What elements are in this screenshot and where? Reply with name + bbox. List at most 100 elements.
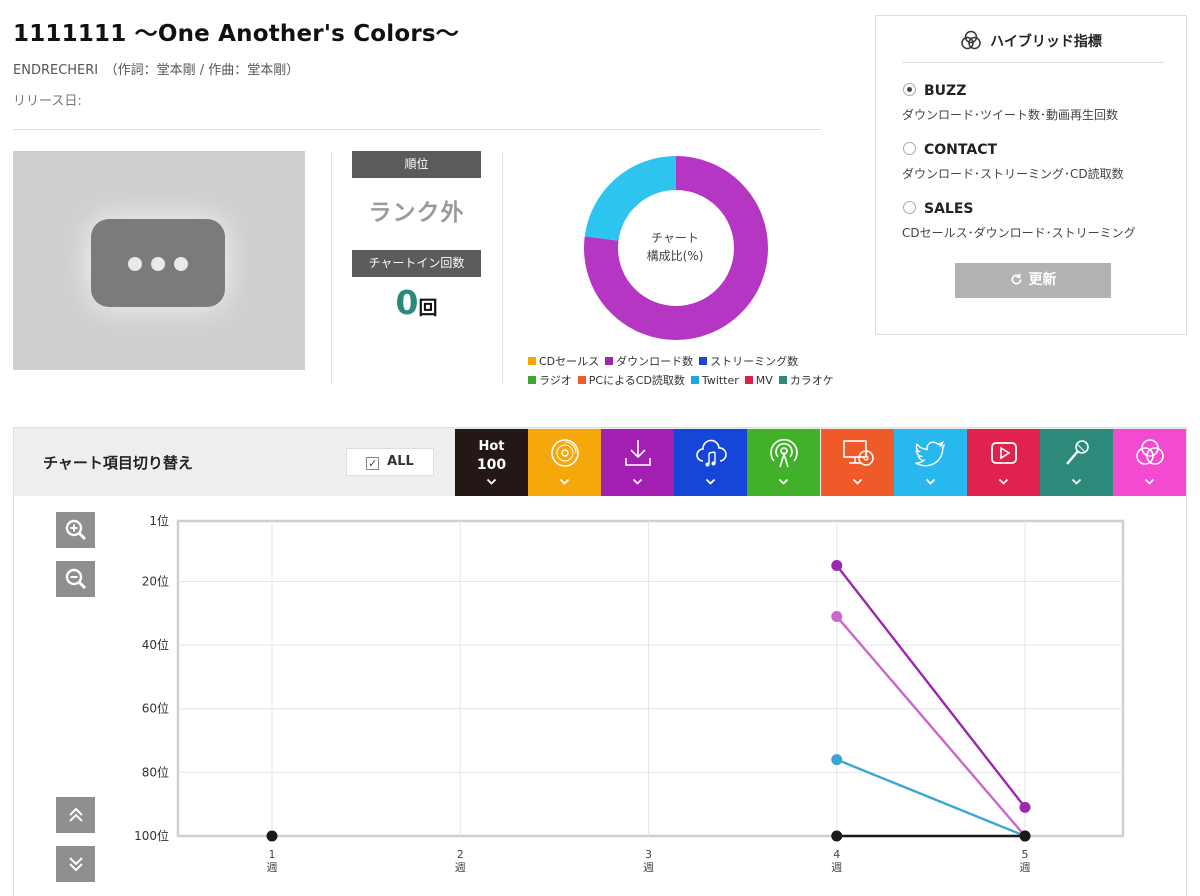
category-button-pc-cd-read[interactable] (820, 429, 894, 496)
legend-item: ダウンロード数 (605, 352, 693, 371)
category-button-streaming[interactable] (674, 429, 748, 496)
hot100-line2: 100 (476, 457, 507, 473)
radio-contact[interactable] (903, 142, 916, 155)
legend-swatch (699, 357, 708, 365)
legend-swatch (744, 376, 753, 384)
checkbox-icon[interactable]: ✓ (366, 457, 380, 470)
option-desc: ダウンロード･ツイート数･動画再生回数 (902, 108, 1119, 122)
venn-icon (961, 30, 981, 50)
option-label: CONTACT (924, 142, 998, 158)
divider (902, 62, 1164, 63)
chevron-down-icon (486, 478, 497, 485)
microphone-icon (1065, 440, 1089, 465)
all-toggle[interactable]: ✓ ALL (346, 448, 434, 476)
donut-slice (584, 156, 768, 340)
option-buzz[interactable]: BUZZ (903, 80, 966, 99)
legend-swatch (605, 357, 614, 365)
download-icon (625, 440, 651, 466)
update-button[interactable]: 更新 (955, 263, 1111, 298)
hybrid-indicator-panel: ハイブリッド指標 BUZZ ダウンロード･ツイート数･動画再生回数 CONTAC… (875, 15, 1187, 335)
data-point[interactable] (1019, 801, 1031, 813)
category-button-cd-sales[interactable] (528, 429, 602, 496)
legend-item: カラオケ (778, 371, 834, 390)
legend-item: Twitter (690, 371, 739, 390)
chart-switch-bar: チャート項目切り替え ✓ ALL Hot 100 (14, 428, 1186, 496)
legend-label: PCによるCD読取数 (588, 374, 685, 387)
zoom-in-button[interactable] (56, 512, 95, 548)
chevron-down-icon (998, 478, 1008, 485)
panel-title-text: ハイブリッド指標 (990, 34, 1102, 50)
chart-in-count-unit: 回 (418, 297, 438, 319)
category-button-hot100[interactable]: Hot 100 (455, 429, 528, 496)
rank-value: ランク外 (368, 200, 465, 226)
series-line (835, 564, 1026, 809)
legend-item: MV (744, 371, 773, 390)
divider (331, 151, 332, 384)
zoom-out-icon (65, 568, 86, 590)
option-contact[interactable]: CONTACT (903, 139, 997, 158)
composition-donut-chart (584, 156, 768, 340)
monitor-disc-icon (842, 440, 874, 466)
chart-in-count-number: 0 (395, 283, 419, 322)
cloud-music-icon (696, 439, 728, 467)
release-date-label: リリース日: (13, 94, 82, 109)
twitter-icon (914, 440, 945, 467)
chart-in-count-header: チャートイン回数 (352, 250, 481, 277)
divider (13, 129, 821, 130)
category-button-karaoke[interactable] (1039, 429, 1113, 496)
legend-label: CDセールス (539, 355, 600, 368)
y-tick-label: 80位 (142, 764, 169, 779)
legend-label: MV (755, 374, 773, 387)
category-button-mv[interactable] (966, 429, 1040, 496)
option-label: SALES (924, 201, 974, 217)
scroll-up-button[interactable] (56, 797, 95, 833)
divider (502, 151, 503, 384)
data-point[interactable] (1019, 830, 1031, 842)
category-button-radio[interactable] (747, 429, 821, 496)
zoom-out-button[interactable] (56, 561, 95, 597)
more-dots-icon (91, 219, 225, 307)
zoom-in-icon (65, 519, 86, 541)
double-chevron-up-icon (68, 807, 83, 822)
chart-area: チャート項目切り替え ✓ ALL Hot 100 1位 20位 40位 6 (13, 427, 1187, 896)
data-point[interactable] (831, 754, 843, 766)
y-tick-label: 20位 (142, 573, 169, 588)
scroll-down-button[interactable] (56, 846, 95, 882)
radio-sales[interactable] (903, 201, 916, 214)
y-tick-label: 100位 (134, 828, 169, 843)
legend-swatch (778, 376, 787, 384)
all-label: ALL (387, 454, 414, 469)
chevron-down-icon (633, 478, 643, 485)
chevron-down-icon (559, 478, 570, 485)
legend-item: CDセールス (528, 352, 599, 371)
y-tick-label: 60位 (142, 701, 169, 716)
category-button-hybrid[interactable] (1112, 429, 1186, 496)
video-thumbnail[interactable] (13, 151, 305, 370)
donut-center-label: チャート 構成比(%) (620, 229, 730, 265)
disc-icon (551, 439, 579, 467)
legend-label: ダウンロード数 (616, 355, 694, 368)
rank-header: 順位 (352, 151, 481, 178)
legend-swatch (528, 357, 536, 365)
chevron-down-icon (779, 478, 789, 485)
option-desc: ダウンロード･ストリーミング･CD読取数 (902, 167, 1124, 181)
series-line (836, 758, 1026, 838)
data-point[interactable] (831, 610, 843, 622)
category-button-download[interactable] (601, 429, 675, 496)
category-button-twitter[interactable] (893, 429, 967, 496)
chevron-down-icon (925, 478, 935, 485)
legend-item: PCによるCD読取数 (577, 371, 685, 390)
plot-frame (176, 519, 1125, 838)
donut-label-line2: 構成比(%) (646, 249, 704, 263)
data-point[interactable] (266, 830, 278, 842)
legend-label: カラオケ (789, 374, 834, 387)
radio-buzz[interactable] (903, 83, 916, 96)
rank-line-chart: 1位 20位 40位 60位 80位 100位 1 週 2 週 3 週 4 週 5 週 (134, 513, 1125, 874)
legend-label: ストリーミング数 (710, 355, 799, 368)
data-point[interactable] (831, 560, 843, 572)
data-point[interactable] (831, 830, 843, 842)
option-sales[interactable]: SALES (903, 198, 974, 217)
